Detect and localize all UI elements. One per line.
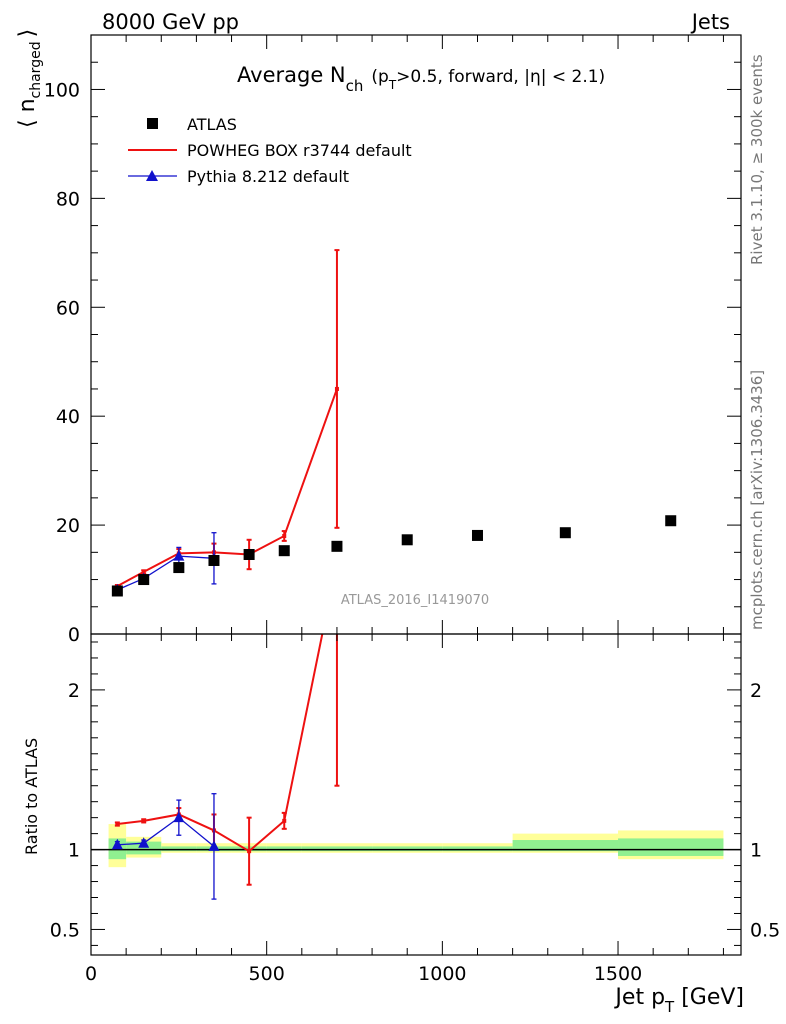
rivet-version-note: Rivet 3.1.10, ≥ 300k events [748, 54, 766, 265]
ratio-band-inner [161, 846, 197, 852]
y-label-main: ⟨ n [15, 98, 40, 128]
ratio-pythia-point [173, 811, 185, 823]
atlas-data-point [331, 540, 343, 552]
x-tick-label: 1500 [594, 963, 642, 985]
powheg-point [334, 386, 339, 391]
mcplots-note: mcplots.cern.ch [arXiv:1306.3436] [748, 370, 766, 630]
title-condition: (p [371, 67, 388, 87]
ratio-powheg-point [247, 849, 252, 854]
ratio-panel-marks [91, 560, 741, 900]
atlas-data-point [138, 574, 150, 586]
x-axis-label: Jet pT [GeV] [613, 985, 744, 1016]
legend-pythia-label: Pythia 8.212 default [187, 167, 349, 186]
y-label-sub: charged [28, 41, 44, 98]
legend-atlas-label: ATLAS [187, 115, 237, 134]
x-label-unit: [GeV] [674, 985, 744, 1010]
pythia-line [117, 555, 215, 591]
header-category-label: Jets [690, 10, 730, 34]
atlas-data-point [243, 548, 255, 560]
x-tick-label: 0 [85, 963, 97, 985]
y-axis-label: ⟨ ncharged ⟩ [15, 29, 44, 128]
y-tick-label: 0 [68, 624, 80, 646]
atlas-data-point [278, 545, 290, 557]
atlas-data-point [665, 515, 677, 527]
ratio-pythia-point [111, 838, 123, 850]
ratio-pythia-line [117, 816, 215, 847]
ratio-powheg-point [282, 818, 287, 823]
x-tick-label: 1000 [418, 963, 466, 985]
ratio-y-tick-label-right: 2 [750, 680, 762, 702]
legend: ATLAS POWHEG BOX r3744 default Pythia 8.… [128, 115, 412, 186]
ratio-band-inner [126, 841, 162, 855]
y-tick-label: 40 [56, 406, 80, 428]
legend-pythia-marker [146, 170, 158, 181]
title-sub: ch [346, 77, 364, 95]
ratio-y-tick-label: 2 [68, 680, 80, 702]
ratio-powheg-point [335, 560, 339, 564]
title-condition-rest: >0.5, forward, |η| < 2.1) [396, 67, 605, 87]
ratio-pythia-point [138, 837, 150, 848]
powheg-point [141, 569, 146, 574]
legend-atlas-marker [147, 118, 158, 129]
ratio-powheg-line [117, 634, 324, 853]
x-label-sub: T [664, 998, 675, 1016]
pythia-point [173, 550, 185, 561]
ratio-band-inner [442, 846, 513, 852]
ratio-powheg-point [115, 822, 120, 827]
y-tick-label: 20 [56, 515, 80, 537]
y-tick-label: 80 [56, 188, 80, 210]
powheg-point [282, 533, 287, 538]
ratio-band-inner [372, 846, 443, 852]
atlas-data-point [208, 554, 220, 566]
ratio-band-inner [301, 846, 373, 852]
main-panel-marks [111, 249, 677, 597]
ratio-y-tick-label-right: 1 [750, 840, 762, 862]
ratio-band-inner [266, 846, 302, 852]
ratio-band-inner [618, 838, 724, 856]
y-label-close: ⟩ [15, 29, 40, 38]
ratio-y-tick-label-right: 0.5 [750, 919, 780, 941]
ratio-y-axis-label: Ratio to ATLAS [22, 738, 41, 855]
atlas-data-point [111, 585, 123, 597]
header-energy-label: 8000 GeV pp [102, 10, 239, 34]
x-tick-label: 500 [249, 963, 285, 985]
title-main: Average N [237, 63, 346, 87]
y-tick-label: 100 [44, 79, 80, 101]
ratio-powheg-point [141, 818, 146, 823]
atlas-data-point [471, 529, 483, 541]
ratio-pythia-point [208, 840, 220, 851]
analysis-watermark: ATLAS_2016_I1419070 [341, 593, 489, 608]
ratio-y-tick-label: 1 [68, 840, 80, 862]
ratio-y-tick-label: 0.5 [50, 919, 80, 941]
atlas-data-point [173, 562, 185, 574]
ratio-panel-frame [90, 633, 742, 956]
atlas-data-point [401, 534, 413, 546]
title-condition-sub: T [388, 78, 397, 92]
powheg-line [116, 388, 338, 587]
chart-title: Average Nch (pT>0.5, forward, |η| < 2.1) [237, 63, 605, 95]
axes: 0 500 1000 1500 0 20 40 60 80 100 0.5 0.5 1 1 2 2 [44, 34, 780, 985]
legend-powheg-label: POWHEG BOX r3744 default [187, 141, 412, 160]
atlas-data-point [559, 527, 571, 539]
y-tick-label: 60 [56, 297, 80, 319]
x-label-main: Jet p [613, 985, 665, 1010]
ratio-band-inner [512, 840, 619, 852]
